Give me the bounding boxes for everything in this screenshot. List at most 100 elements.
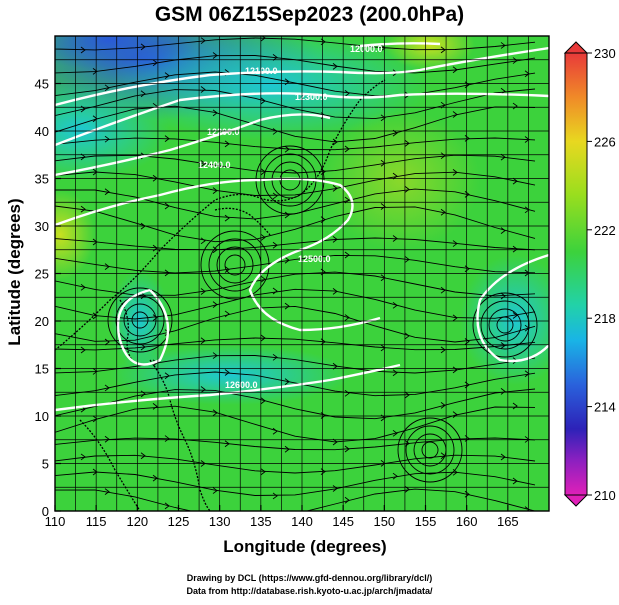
y-tick-label: 25: [35, 267, 49, 282]
streamline-arrow: [152, 402, 158, 410]
streamline-arrow: [524, 136, 530, 143]
figure-title: GSM 06Z15Sep2023 (200.0hPa): [154, 3, 465, 26]
contour-label: 12200.0: [207, 127, 240, 137]
y-tick-label: 40: [35, 124, 49, 139]
streamline-arrow: [92, 115, 98, 123]
streamline: [55, 205, 536, 243]
streamline-arrow: [284, 256, 290, 264]
streamline: [55, 237, 536, 251]
credit-drawing: Drawing by DCL (https://www.gfd-dennou.o…: [186, 573, 433, 583]
streamline-arrow: [164, 202, 170, 210]
streamline-vortex: [115, 295, 165, 345]
streamline-arrow: [392, 172, 398, 180]
x-tick-label: 155: [415, 514, 437, 529]
streamline-arrow: [140, 390, 146, 398]
streamline-arrow: [104, 435, 110, 443]
streamline-vortex: [397, 417, 463, 483]
streamline-arrow: [452, 168, 458, 176]
streamline-arrow: [284, 211, 290, 219]
streamline-arrow: [380, 114, 386, 122]
streamline-arrow: [392, 235, 398, 242]
streamline-arrow: [272, 492, 278, 500]
colorbar-tick-label: 226: [594, 134, 616, 149]
streamline-arrow: [272, 54, 278, 61]
streamline-arrow: [260, 275, 266, 283]
streamline-arrow: [164, 269, 170, 277]
streamline-arrow: [200, 37, 206, 45]
streamline-arrow: [212, 109, 218, 117]
streamline-arrow: [332, 184, 338, 192]
streamline-arrow: [92, 312, 98, 320]
streamline-arrow: [404, 256, 410, 263]
streamline-arrow: [452, 66, 458, 74]
streamline-arrow: [524, 370, 530, 378]
streamline-arrow: [140, 452, 146, 460]
streamline: [55, 71, 536, 97]
contour-label: 12100.0: [245, 66, 278, 76]
x-tick-label: 135: [250, 514, 272, 529]
colorbar-tick-label: 210: [594, 488, 616, 503]
streamline-arrow: [392, 301, 398, 309]
streamline-arrow: [200, 337, 206, 345]
streamline-arrow: [524, 70, 530, 78]
credit-data: Data from http://database.rish.kyoto-u.a…: [186, 586, 433, 596]
streamline-arrow: [392, 472, 398, 480]
streamline: [55, 55, 536, 74]
y-tick-label: 0: [42, 504, 49, 519]
streamline-arrow: [284, 145, 290, 153]
streamline-arrow: [200, 86, 206, 93]
streamline-arrow: [152, 59, 158, 67]
contour-labels: 12100.0 12000.0 12300.0 12200.0 12400.0 …: [198, 44, 383, 390]
streamline: [55, 188, 536, 220]
streamline-arrow: [452, 411, 458, 419]
streamline-arrow: [500, 388, 506, 395]
contour-label: 12400.0: [198, 160, 231, 170]
streamline-arrow: [224, 369, 230, 376]
streamline-arrow: [92, 238, 98, 246]
colorbar-tick-label: 230: [594, 46, 616, 61]
streamline-arrow: [92, 415, 98, 423]
streamline-arrow: [80, 283, 86, 291]
contour-label: 12500.0: [298, 254, 331, 264]
streamline-arrow: [284, 302, 290, 310]
streamline-arrow: [104, 188, 110, 196]
streamline-arrow: [524, 206, 530, 214]
streamline-arrow: [344, 314, 350, 321]
streamline-arrow: [212, 52, 218, 59]
streamline-arrow: [140, 292, 146, 300]
streamline-arrow: [452, 240, 458, 247]
streamline-arrow: [80, 453, 86, 461]
streamline: [55, 454, 536, 474]
streamline-arrow: [512, 312, 518, 319]
x-axis-label: Longitude (degrees): [223, 537, 387, 556]
streamline-arrow: [284, 445, 290, 453]
streamline-arrow: [224, 140, 230, 148]
streamline-arrow: [212, 487, 218, 494]
streamline-vortex: [123, 303, 157, 337]
streamline-vortex: [216, 246, 254, 284]
colorbar: 230 226 222 218 214 210: [563, 41, 616, 507]
x-tick-label: 125: [168, 514, 190, 529]
x-tick-label: 145: [332, 514, 354, 529]
colorbar-top-arrow: [563, 41, 589, 54]
streamline-arrow: [380, 203, 386, 210]
streamline: [55, 305, 536, 343]
streamline-arrow: [440, 46, 446, 54]
streamline-arrow: [452, 366, 458, 374]
streamline-arrow: [104, 338, 110, 346]
x-tick-label: 165: [497, 514, 519, 529]
y-tick-label: 45: [35, 77, 49, 92]
streamline-arrow: [524, 506, 530, 511]
streamline-arrow: [344, 496, 350, 504]
streamline-arrow: [344, 445, 350, 453]
x-tick-label: 115: [86, 514, 107, 529]
y-tick-label: 30: [35, 219, 49, 234]
streamline-arrow: [332, 138, 338, 146]
streamline-arrow: [140, 90, 146, 98]
streamline-vortex: [224, 254, 246, 276]
streamline-arrow: [92, 68, 98, 75]
y-tick-label: 35: [35, 172, 49, 187]
streamline-arrow: [392, 369, 398, 377]
streamline-arrow: [452, 111, 458, 118]
streamline-arrow: [332, 235, 338, 243]
